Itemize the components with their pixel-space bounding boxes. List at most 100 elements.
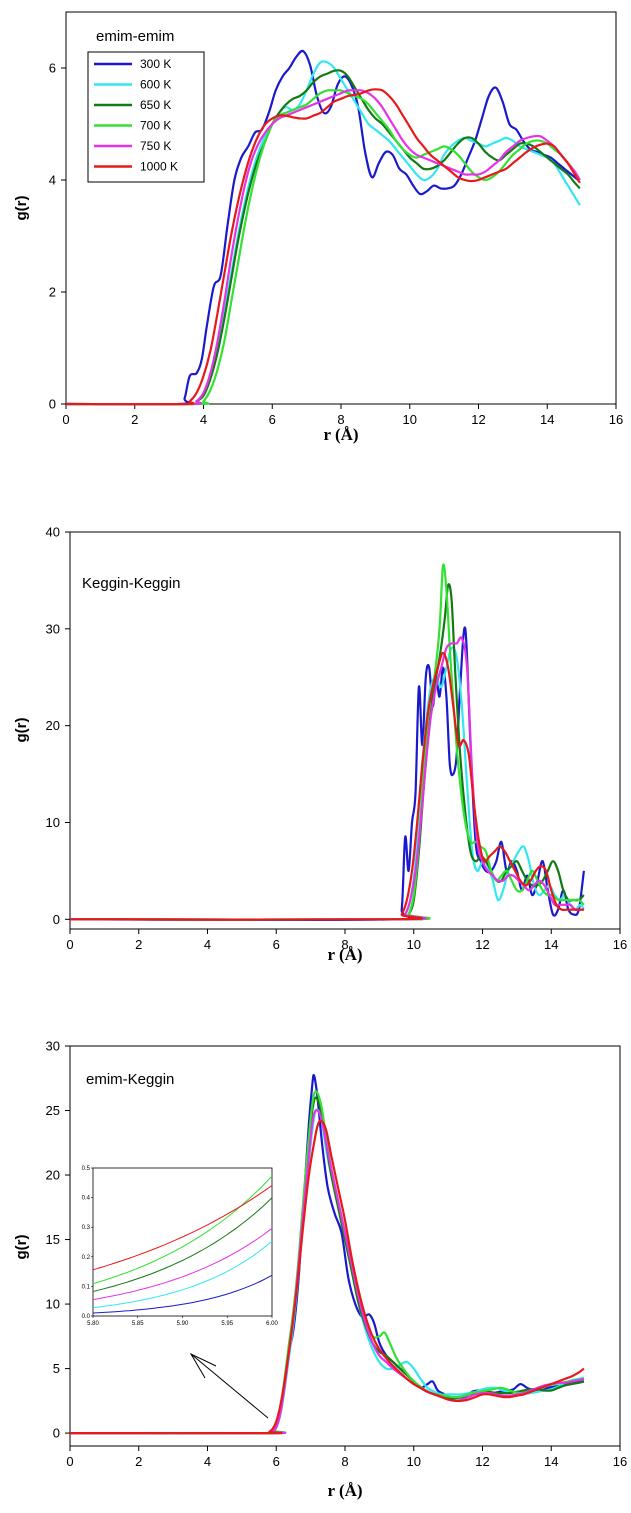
arrow-line (190, 1353, 269, 1419)
inset-y-tick-label: 0.3 (82, 1225, 91, 1231)
axis-ticks: 0 2 4 6 8 10 12 14 16 0 2 4 6 (49, 61, 623, 428)
series-lines (69, 1073, 585, 1435)
x-tick-label: 2 (135, 937, 142, 952)
y-tick-label: 2 (49, 285, 56, 300)
legend-label: 1000 K (140, 160, 178, 174)
legend-items: 300 K 600 K 650 K 700 K 750 K 1000 K (94, 57, 178, 174)
x-tick-label: 14 (544, 1454, 558, 1469)
legend-label: 300 K (140, 57, 171, 71)
x-tick-label: 12 (471, 412, 485, 427)
legend-box (87, 51, 205, 183)
x-tick-label: 6 (273, 937, 280, 952)
inset-line-750-k (92, 1227, 273, 1301)
series-lines (65, 49, 581, 406)
legend-label: 650 K (140, 98, 171, 112)
inset-line-300-k (92, 1274, 273, 1314)
panel-emim-emim: emim-emim g(r) r (Å) 0 2 4 6 8 10 12 14 16 0 2 4 6 3… (13, 11, 623, 444)
inset-y-tick-label: 0.2 (82, 1255, 91, 1261)
y-axis-label: g(r) (13, 196, 30, 221)
inset-line-650-k (92, 1197, 273, 1292)
x-tick-label: 14 (544, 937, 558, 952)
legend-label: 700 K (140, 119, 171, 133)
series-lines (69, 563, 585, 922)
series-line-1000-k (65, 88, 581, 406)
legend: 300 K 600 K 650 K 700 K 750 K 1000 K (87, 51, 205, 183)
x-tick-label: 4 (204, 937, 211, 952)
x-tick-label: 0 (66, 1454, 73, 1469)
x-tick-label: 2 (135, 1454, 142, 1469)
inset-y-tick-label: 0.1 (82, 1284, 91, 1290)
y-tick-label: 15 (46, 1232, 60, 1247)
x-tick-label: 6 (269, 412, 276, 427)
x-tick-label: 10 (403, 412, 417, 427)
inset-x-tick-label: 6.00 (266, 1321, 278, 1327)
inset-frame (92, 1167, 273, 1317)
arrow-head (189, 1352, 217, 1379)
y-tick-label: 10 (46, 815, 60, 830)
x-tick-label: 10 (407, 1454, 421, 1469)
inset-line-1000-k (92, 1185, 273, 1271)
x-tick-label: 12 (475, 1454, 489, 1469)
y-tick-label: 20 (46, 718, 60, 733)
y-tick-label: 4 (49, 173, 56, 188)
y-tick-label: 20 (46, 1168, 60, 1183)
x-tick-label: 10 (407, 937, 421, 952)
x-axis-label: r (Å) (323, 425, 358, 444)
series-line-600-k (69, 646, 585, 921)
series-line-600-k (65, 60, 581, 406)
inset-lines (92, 1175, 273, 1314)
panel-emim-keggin: emim-Keggin g(r) r (Å) 0 2 4 6 8 10 12 14 16 0 5 10… (13, 1039, 627, 1501)
series-line-1000-k (69, 1119, 585, 1435)
x-tick-label: 4 (204, 1454, 211, 1469)
y-tick-label: 30 (46, 621, 60, 636)
panel-title: Keggin-Keggin (82, 575, 180, 592)
axis-ticks: 0 2 4 6 8 10 12 14 16 0 5 10 15 20 25 30 (46, 1039, 628, 1470)
x-axis-label: r (Å) (327, 1481, 362, 1500)
x-tick-label: 0 (66, 937, 73, 952)
x-tick-label: 8 (341, 1454, 348, 1469)
series-line-300-k (65, 49, 579, 406)
series-line-650-k (69, 583, 585, 921)
inset-x-tick-label: 5.85 (132, 1321, 144, 1327)
inset-y-tick-label: 0.4 (82, 1196, 91, 1202)
y-tick-label: 30 (46, 1039, 60, 1054)
x-axis-label: r (Å) (327, 945, 362, 964)
x-tick-label: 0 (62, 412, 69, 427)
series-line-1000-k (69, 651, 584, 921)
panel-title: emim-emim (96, 28, 174, 45)
x-tick-label: 2 (131, 412, 138, 427)
inset-x-tick-label: 5.95 (221, 1321, 233, 1327)
x-tick-label: 16 (609, 412, 623, 427)
x-tick-label: 16 (613, 937, 627, 952)
x-tick-label: 8 (341, 937, 348, 952)
x-tick-label: 4 (200, 412, 207, 427)
series-line-750-k (69, 636, 584, 921)
inset-x-tick-label: 5.80 (87, 1321, 99, 1327)
inset-y-tick-label: 0.5 (82, 1166, 91, 1172)
y-tick-label: 0 (49, 397, 56, 412)
x-tick-label: 12 (475, 937, 489, 952)
panel-title: emim-Keggin (86, 1071, 174, 1088)
inset: 5.80 5.85 5.90 5.95 6.00 0.0 0.1 0.2 0.3 0.4 0.5 (82, 1166, 279, 1327)
series-line-750-k (65, 89, 581, 406)
y-tick-label: 40 (46, 525, 60, 540)
inset-ticks: 5.80 5.85 5.90 5.95 6.00 0.0 0.1 0.2 0.3 0.4 0.5 (82, 1166, 279, 1327)
annotation-arrow (189, 1352, 269, 1419)
legend-label: 600 K (140, 78, 171, 92)
series-line-700-k (65, 89, 581, 406)
legend-label: 750 K (140, 139, 171, 153)
x-tick-label: 6 (273, 1454, 280, 1469)
y-axis-label: g(r) (13, 718, 30, 743)
inset-y-tick-label: 0.0 (82, 1314, 91, 1320)
x-tick-label: 8 (337, 412, 344, 427)
y-tick-label: 6 (49, 61, 56, 76)
x-tick-label: 14 (540, 412, 554, 427)
y-tick-label: 25 (46, 1103, 60, 1118)
y-axis-label: g(r) (13, 1235, 30, 1260)
axis-ticks: 0 2 4 6 8 10 12 14 16 0 10 20 30 40 (46, 525, 628, 953)
inset-x-tick-label: 5.90 (177, 1321, 189, 1327)
series-line-700-k (69, 563, 585, 921)
y-tick-label: 5 (53, 1361, 60, 1376)
y-tick-label: 0 (53, 912, 60, 927)
